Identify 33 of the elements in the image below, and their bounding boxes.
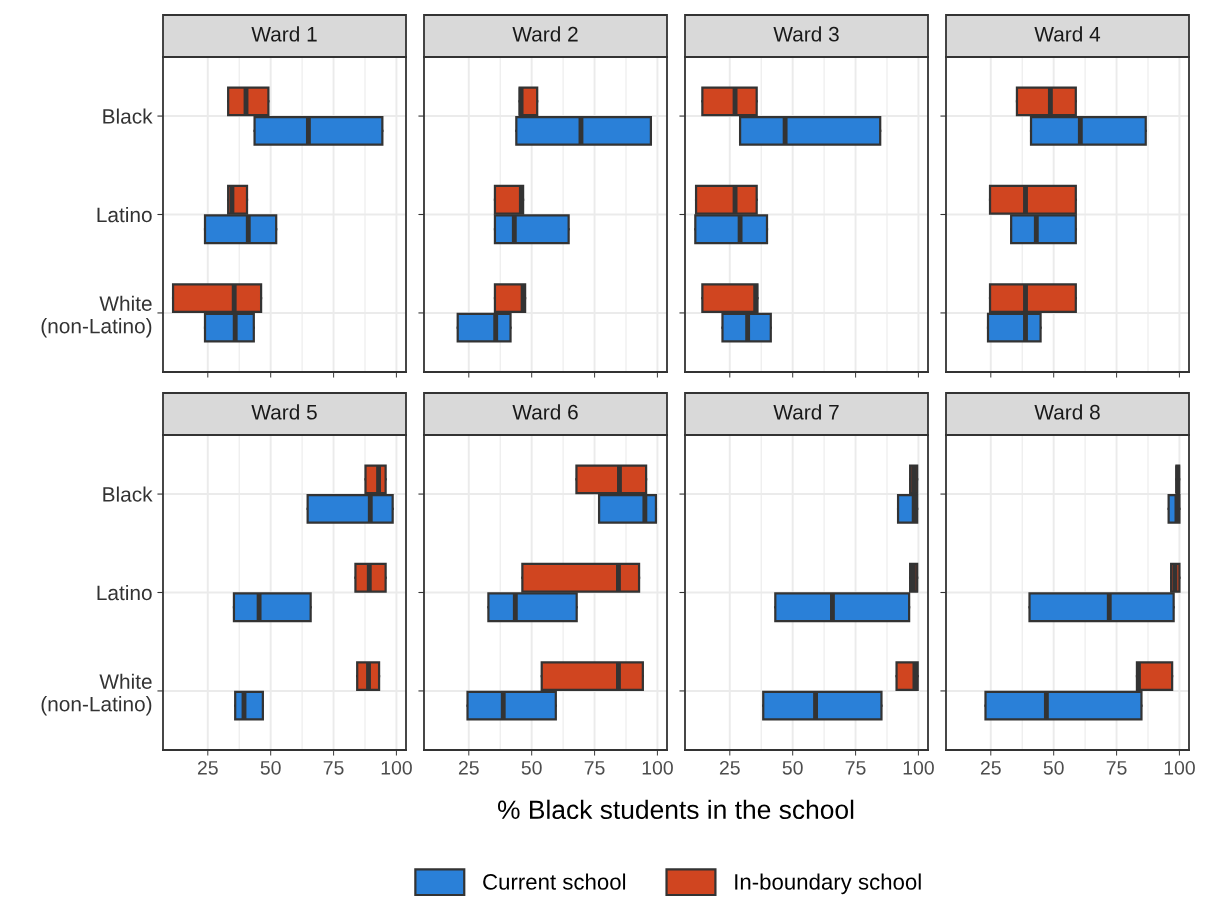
- y-tick-label: Black: [103, 108, 153, 124]
- x-tick-label: 100: [903, 760, 934, 775]
- x-tick-label: 25: [197, 760, 218, 775]
- y-tick-label: Latino: [97, 206, 152, 223]
- x-tick-label: 75: [845, 761, 866, 775]
- chart-title: Ward 1: [251, 26, 317, 42]
- chart-title: Ward 7: [773, 404, 839, 420]
- chart-title: Ward 6: [512, 404, 578, 420]
- x-tick-label: 25: [980, 760, 1001, 775]
- x-tick-label: 50: [1043, 760, 1064, 775]
- x-tick-label: 50: [521, 760, 542, 775]
- y-tick-label: White (non-Latino): [41, 295, 152, 338]
- x-tick-label: 100: [1164, 760, 1195, 775]
- x-tick-label: 100: [381, 760, 412, 775]
- chart-title: Ward 2: [512, 26, 578, 42]
- chart-title: Ward 3: [773, 26, 839, 42]
- chart-title: Ward 5: [251, 404, 317, 420]
- chart-title: Ward 4: [1034, 26, 1101, 42]
- x-tick-label: 50: [260, 760, 281, 775]
- x-tick-label: 25: [719, 760, 740, 775]
- chart-title: Ward 8: [1034, 404, 1100, 420]
- legend-label: Current school: [483, 873, 626, 890]
- x-tick-label: 100: [642, 760, 673, 775]
- y-tick-label: White (non-Latino): [41, 673, 152, 716]
- legend-label: In-boundary school: [735, 873, 921, 895]
- x-tick-label: 75: [1106, 761, 1127, 775]
- x-tick-label: 75: [323, 761, 344, 775]
- y-tick-label: Black: [103, 486, 153, 502]
- y-tick-label: Latino: [97, 584, 152, 601]
- x-tick-label: 25: [458, 760, 479, 775]
- x-tick-label: 75: [584, 761, 605, 775]
- x-tick-label: 50: [782, 760, 803, 775]
- x-axis-title: % Black students in the school: [497, 799, 854, 820]
